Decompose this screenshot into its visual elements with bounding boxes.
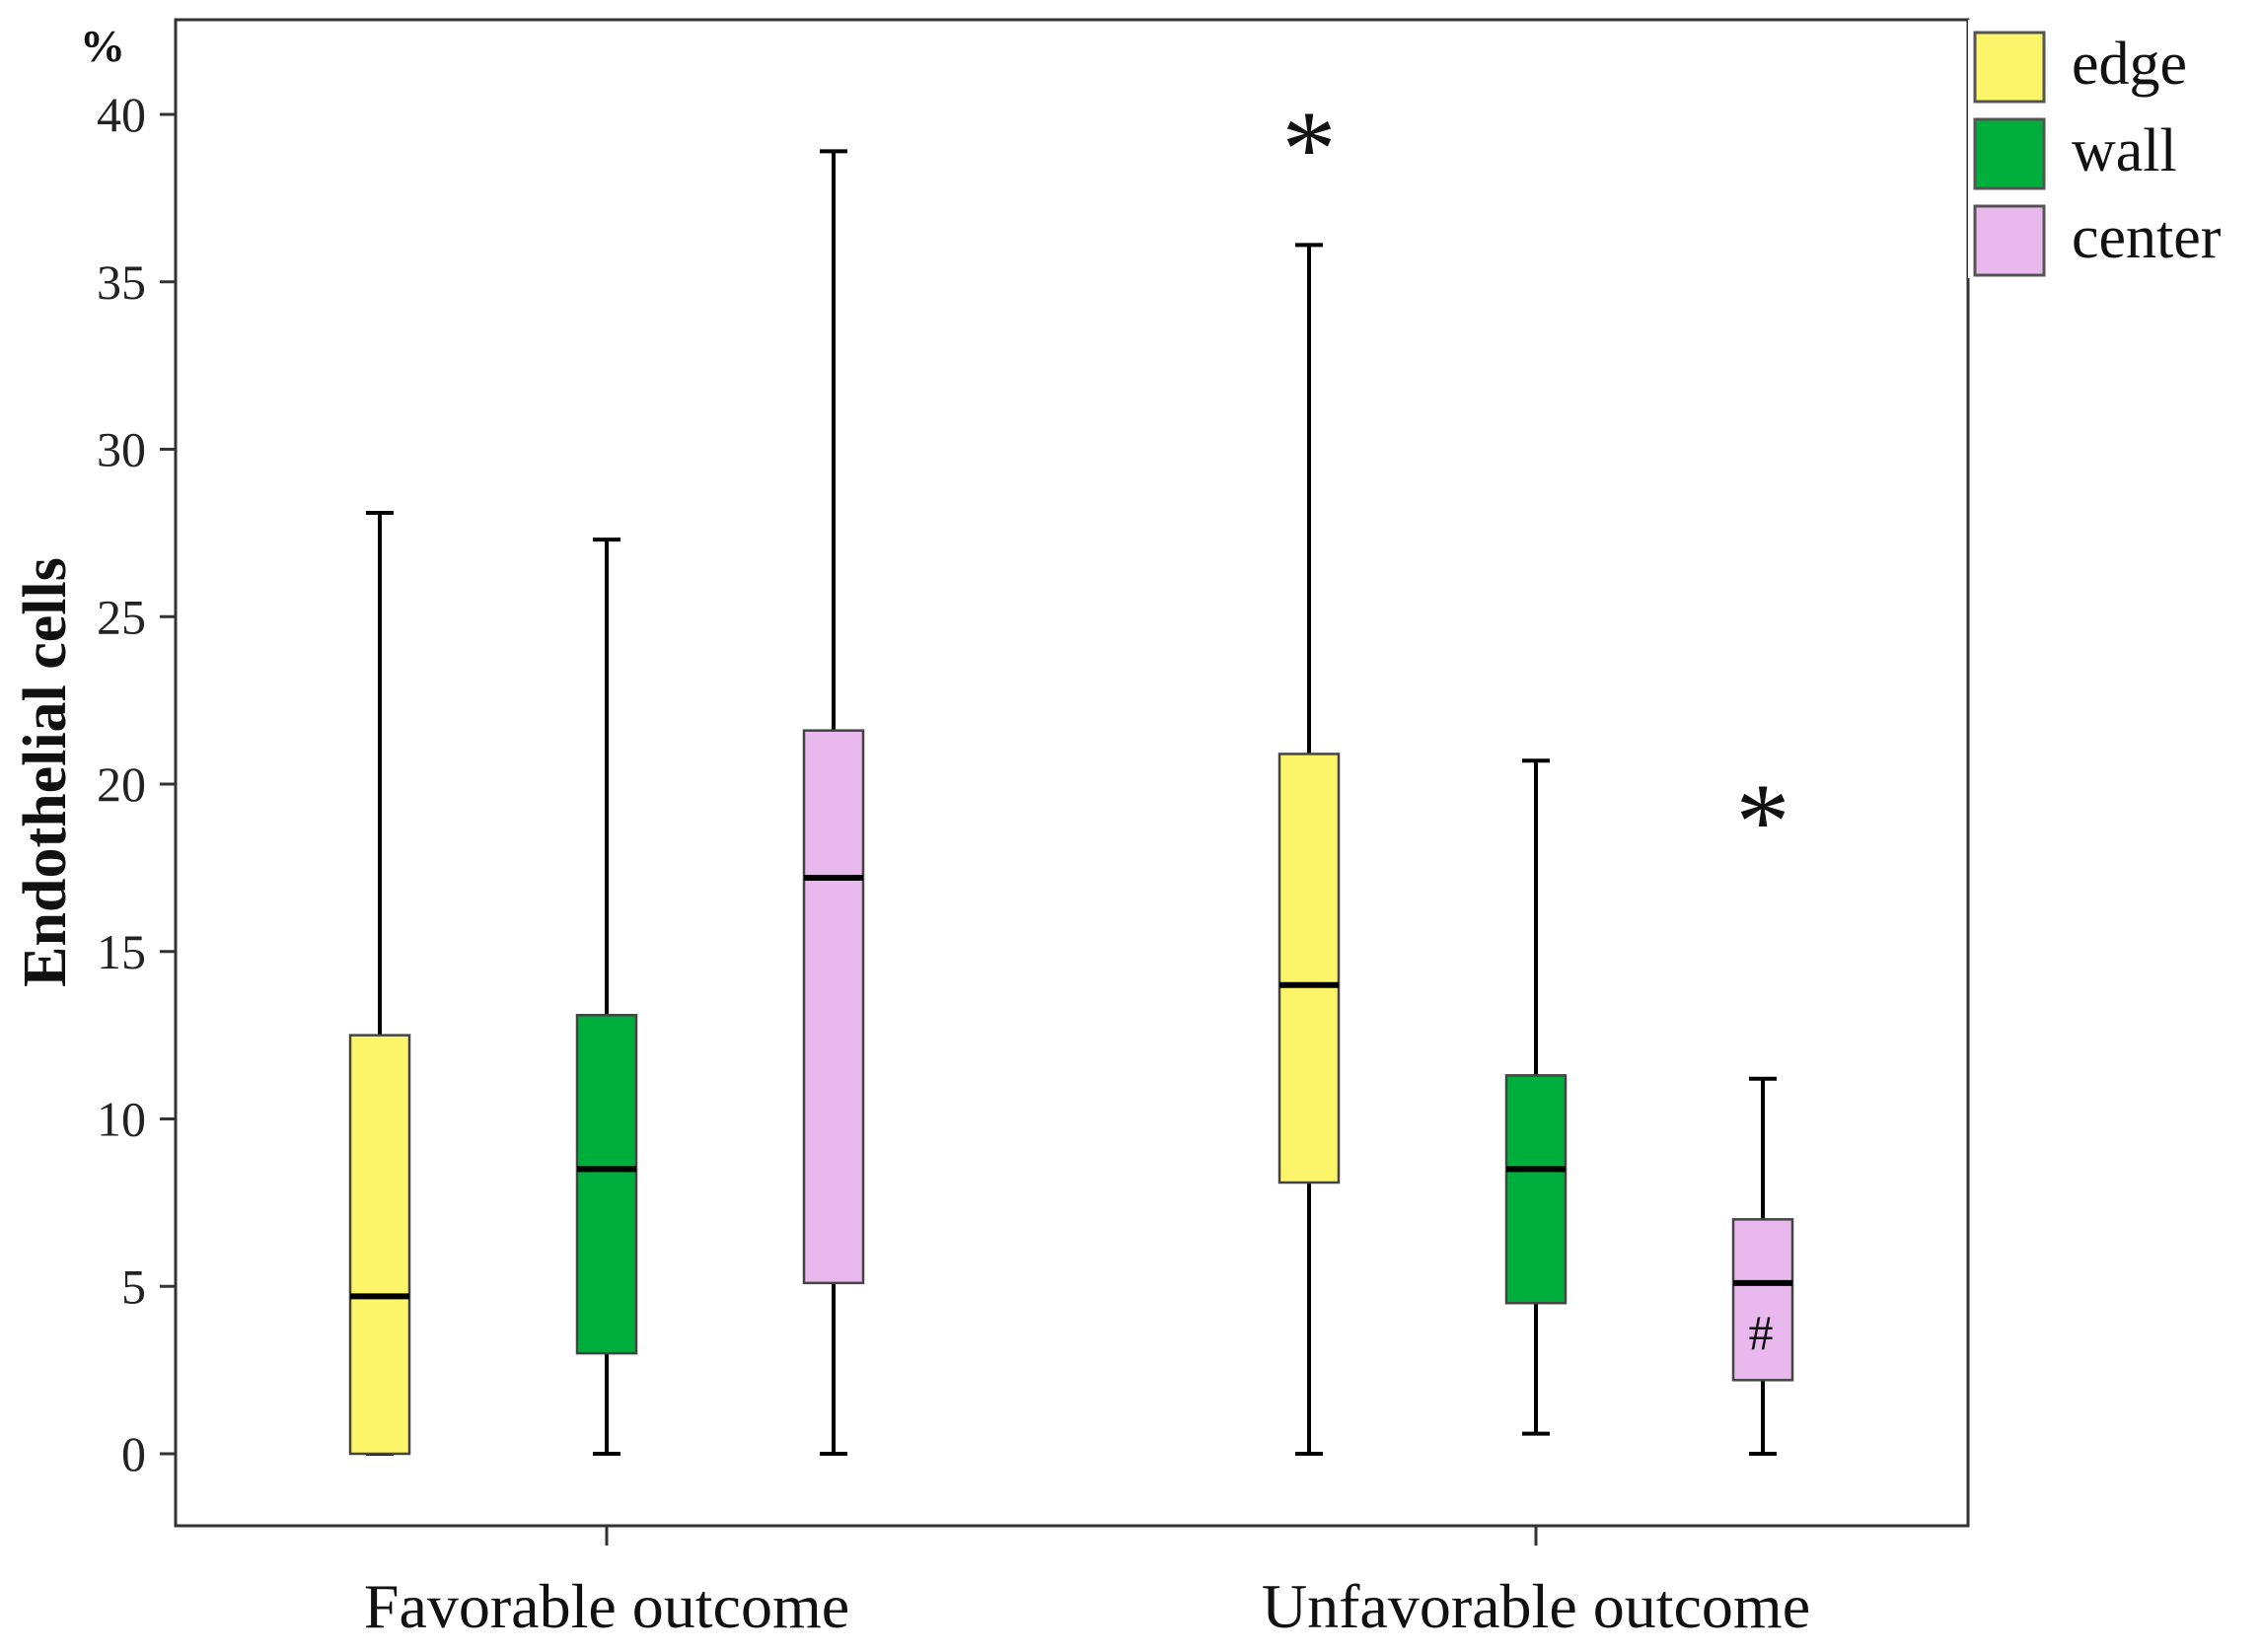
box-iqr [575, 1014, 638, 1355]
y-tick-label: 30 [97, 422, 146, 477]
box-edge-favorable [348, 511, 411, 1456]
legend-swatch-center [1973, 204, 2046, 277]
box-iqr [1504, 1074, 1568, 1305]
significance-annotation: # [1749, 1305, 1774, 1360]
y-axis-title: Endothelial cells [12, 557, 79, 987]
box-center-unfavorable: *# [1731, 761, 1794, 1456]
y-axis: 0 5 10 15 20 25 30 35 40 [97, 87, 176, 1481]
box-iqr [1277, 753, 1341, 1185]
legend: edge wall center [1968, 20, 2260, 278]
boxes-layer: **# [348, 89, 1794, 1456]
legend-label-wall: wall [2072, 117, 2177, 184]
y-tick-label: 25 [97, 589, 146, 644]
box-edge-unfavorable: * [1277, 89, 1341, 1456]
legend-swatch-edge [1973, 31, 2046, 104]
y-axis-unit: % [80, 21, 125, 71]
y-tick-label: 15 [97, 924, 146, 979]
x-category-label: Unfavorable outcome [1262, 1571, 1810, 1641]
box-iqr [1731, 1218, 1794, 1382]
box-iqr [802, 729, 865, 1285]
y-tick-label: 5 [121, 1258, 146, 1314]
box-center-favorable [802, 149, 865, 1456]
extreme-marker: * [1282, 89, 1337, 209]
y-tick-label: 35 [97, 254, 146, 310]
box-wall-unfavorable [1504, 758, 1568, 1436]
legend-label-center: center [2072, 204, 2222, 271]
legend-swatch-wall [1973, 117, 2046, 190]
y-tick-label: 20 [97, 756, 146, 812]
legend-label-edge: edge [2072, 31, 2187, 98]
box-iqr [348, 1034, 411, 1456]
y-tick-label: 0 [121, 1426, 146, 1481]
y-tick-label: 40 [97, 87, 146, 142]
extreme-marker: * [1736, 761, 1790, 882]
y-tick-label: 10 [97, 1092, 146, 1147]
x-axis: Favorable outcome Unfavorable outcome [364, 1526, 1810, 1641]
x-category-label: Favorable outcome [364, 1571, 849, 1641]
plot-frame [174, 18, 1970, 1528]
box-wall-favorable [575, 538, 638, 1456]
